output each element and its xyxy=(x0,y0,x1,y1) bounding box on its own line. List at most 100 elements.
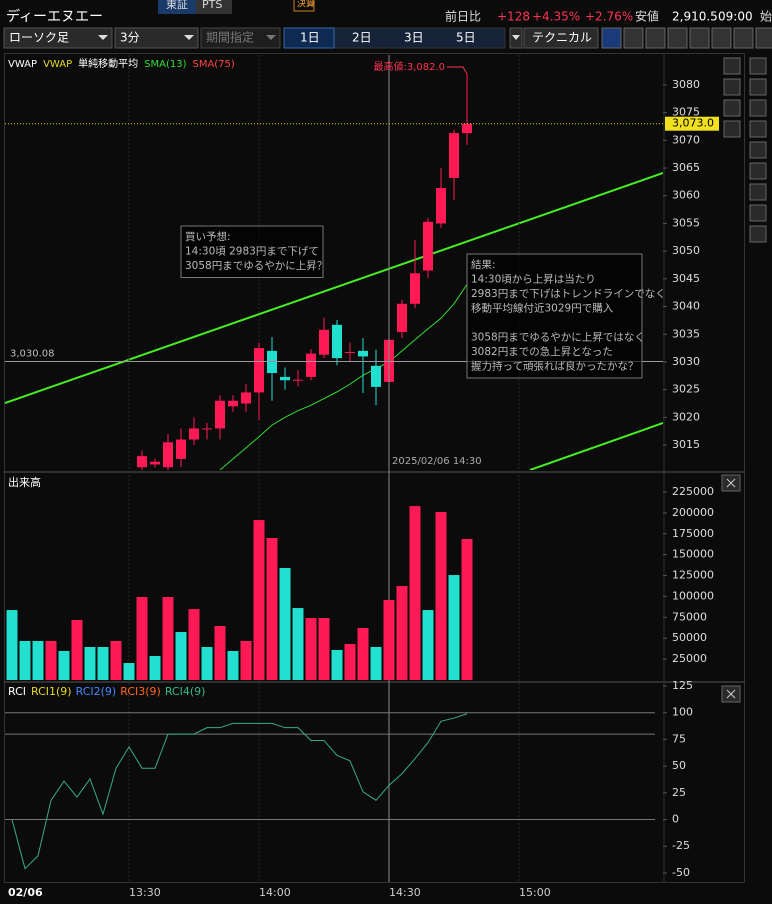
candle-body xyxy=(332,324,342,359)
y-tick-label: 3080 xyxy=(672,78,700,91)
time: 09:00 xyxy=(718,10,753,24)
change-label: 前日比 xyxy=(445,9,481,24)
change-pct: +4.35% xyxy=(532,10,580,24)
side-icon[interactable] xyxy=(749,141,767,159)
icon-save[interactable] xyxy=(689,27,710,49)
y-tick-label: 75 xyxy=(672,732,686,745)
candle-body xyxy=(319,329,329,355)
range-tab-active[interactable] xyxy=(283,27,335,49)
side-icon[interactable] xyxy=(749,162,767,180)
volume-bar xyxy=(45,640,57,680)
icon-chart[interactable] xyxy=(667,27,688,49)
y-tick-label: -25 xyxy=(672,839,690,852)
panel-icon[interactable] xyxy=(723,99,741,117)
candle-body xyxy=(280,376,290,381)
high-annotation: 最高値:3,082.0 xyxy=(373,60,445,73)
y-tick-label: 225000 xyxy=(672,485,714,498)
technical-button[interactable] xyxy=(523,27,599,49)
low: 2,910.5 xyxy=(672,10,718,24)
x-tick-label: 13:30 xyxy=(129,886,161,899)
side-icon[interactable] xyxy=(749,225,767,243)
y-tick-label: 75000 xyxy=(672,610,707,623)
side-icon[interactable] xyxy=(749,120,767,138)
candle-body xyxy=(215,400,225,429)
y-tick-label: 3020 xyxy=(672,410,700,423)
range-tab[interactable]: 1日 xyxy=(300,31,320,45)
y-tick-label: 100 xyxy=(672,706,693,719)
note-box xyxy=(466,253,643,379)
note-line: 3082円までの急上昇となった xyxy=(471,345,613,358)
y-tick-label: 3045 xyxy=(672,272,700,285)
icon-pen[interactable] xyxy=(601,27,622,49)
range-tab[interactable]: 3日 xyxy=(404,31,424,45)
volume-bar xyxy=(123,663,135,680)
y-tick-label: 3040 xyxy=(672,300,700,313)
side-icon[interactable] xyxy=(749,57,767,75)
y-tick-label: 3035 xyxy=(672,327,700,340)
icon-split[interactable] xyxy=(645,27,666,49)
interval-select[interactable] xyxy=(114,27,199,49)
x-tick-label: 14:30 xyxy=(389,886,421,899)
side-icon[interactable] xyxy=(749,99,767,117)
side-icon[interactable] xyxy=(749,204,767,222)
market: 東証 xyxy=(166,0,188,11)
icon-doc[interactable] xyxy=(711,27,732,49)
change: +128 xyxy=(497,10,530,24)
panel-icon[interactable] xyxy=(723,120,741,138)
candle-body xyxy=(449,133,459,179)
icon-print[interactable] xyxy=(733,27,754,49)
side-icon[interactable] xyxy=(749,183,767,201)
side-icon[interactable] xyxy=(749,78,767,96)
volume-bar xyxy=(435,512,447,680)
candle-body xyxy=(189,428,199,440)
panel-title: 出来高 xyxy=(8,475,41,489)
earnings-badge xyxy=(293,0,315,12)
range-tab[interactable]: 2日 xyxy=(352,31,372,45)
y-tick-label: 50000 xyxy=(672,631,707,644)
candle-body xyxy=(254,348,264,393)
legend-entry: SMA(13) xyxy=(144,59,186,70)
period-select[interactable] xyxy=(200,27,281,49)
note-line: 3058円までゆるやかに上昇ではなく xyxy=(471,332,645,344)
y-tick-label: 150000 xyxy=(672,548,714,561)
panel-icon[interactable] xyxy=(723,57,741,75)
pts-tab[interactable] xyxy=(196,0,232,14)
range-tab[interactable]: 5日 xyxy=(456,31,476,45)
y-tick-label: 100000 xyxy=(672,589,714,602)
market-tab[interactable] xyxy=(158,0,196,14)
last-price-label: 3,073.0 xyxy=(672,117,714,130)
chart-type-select[interactable] xyxy=(3,27,113,49)
sma-line xyxy=(219,284,468,470)
chart-frame xyxy=(4,53,745,883)
legend-entry: 単純移動平均 xyxy=(78,57,138,70)
x-tick-label: 15:00 xyxy=(519,886,551,899)
y-tick-label: 3030 xyxy=(672,355,700,368)
legend-entry: RCI1(9) xyxy=(31,685,72,698)
interval: 3分 xyxy=(120,31,140,45)
dropdown-arrow xyxy=(266,35,276,40)
candle-body xyxy=(176,439,186,459)
y-tick-label: 3075 xyxy=(672,106,700,119)
candle-body xyxy=(163,442,173,468)
icon-zoom[interactable] xyxy=(623,27,644,49)
y-tick-label: 3025 xyxy=(672,383,700,396)
volume-bar xyxy=(253,520,265,680)
side-icons xyxy=(721,57,767,703)
earnings: 決算 xyxy=(297,0,315,10)
chart-layer: 1日 2日 3日 5日 13:30 14:00 14:30 15:00 02/06 3015 302… xyxy=(5,31,719,899)
y-tick-label: 3015 xyxy=(672,438,700,451)
icon-settings[interactable] xyxy=(755,27,772,49)
panel-icon[interactable] xyxy=(723,78,741,96)
volume-bar xyxy=(97,646,109,680)
note-box xyxy=(180,225,324,278)
candle-body xyxy=(410,273,420,304)
panel-title: RCI xyxy=(8,685,26,698)
volume-bar xyxy=(84,646,96,680)
last-price-box xyxy=(665,116,719,131)
volume-bar xyxy=(370,646,382,680)
low-label: 安値 xyxy=(635,9,659,24)
volume-bar xyxy=(292,608,304,680)
y-tick-label: 25000 xyxy=(672,652,707,665)
horizontal-line-label: 3,030.08 xyxy=(10,349,55,360)
